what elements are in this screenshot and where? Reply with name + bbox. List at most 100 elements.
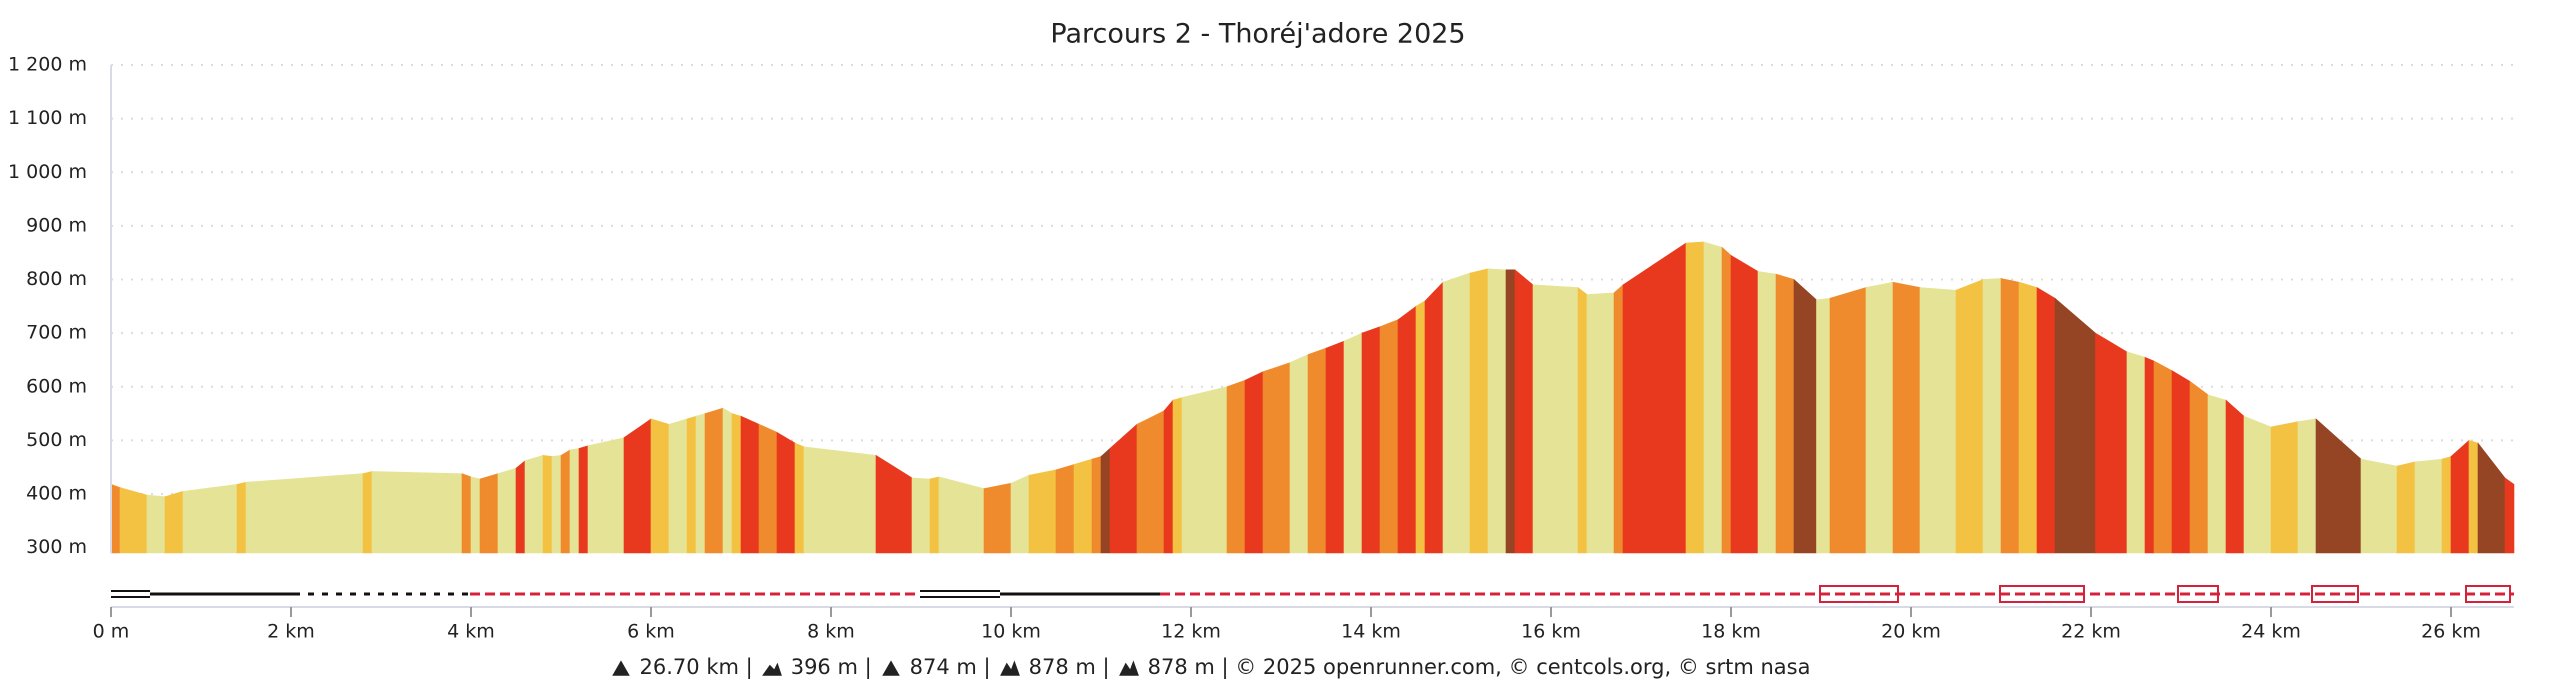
elevation-slice bbox=[758, 423, 778, 554]
elevation-slice bbox=[1343, 332, 1363, 554]
elevation-slice bbox=[1487, 268, 1507, 554]
elevation-slice bbox=[2477, 442, 2506, 554]
elevation-slice bbox=[1226, 379, 1246, 554]
elevation-slice bbox=[479, 473, 499, 554]
elevation-slice bbox=[1469, 268, 1489, 554]
elevation-slice bbox=[668, 418, 688, 554]
elevation-slice bbox=[2441, 456, 2452, 554]
elevation-slice bbox=[1010, 474, 1030, 554]
elevation-slice bbox=[1775, 273, 1795, 554]
elevation-slice bbox=[1397, 305, 1417, 554]
elevation-slice bbox=[2504, 477, 2515, 554]
elevation-slice bbox=[1816, 297, 1831, 554]
x-tick-label: 2 km bbox=[267, 621, 315, 643]
x-tick-label: 12 km bbox=[1161, 621, 1221, 643]
elevation-slice bbox=[551, 455, 562, 554]
elevation-slice bbox=[1244, 371, 1264, 554]
elevation-slice bbox=[1793, 278, 1817, 554]
y-tick-label: 400 m bbox=[26, 483, 87, 505]
icon-distance bbox=[611, 660, 630, 676]
elevation-slice bbox=[497, 467, 517, 554]
elevation-slice bbox=[1919, 287, 1957, 554]
elevation-slice bbox=[2207, 394, 2227, 554]
elevation-slice bbox=[803, 446, 877, 554]
elevation-slice bbox=[983, 482, 1012, 554]
elevation-slice bbox=[1172, 397, 1183, 554]
x-tick-label: 18 km bbox=[1701, 621, 1761, 643]
elevation-slice bbox=[146, 494, 166, 554]
footer-item: 874 m | bbox=[909, 655, 991, 679]
surface-box bbox=[2465, 585, 2511, 603]
elevation-slice bbox=[245, 473, 364, 554]
elevation-slice bbox=[1109, 423, 1138, 554]
elevation-slice bbox=[2189, 380, 2209, 554]
elevation-slice bbox=[2450, 439, 2470, 554]
y-tick-label: 1 200 m bbox=[8, 54, 87, 76]
elevation-slice bbox=[794, 442, 805, 554]
elevation-slice bbox=[2414, 458, 2443, 554]
y-tick-label: 300 m bbox=[26, 536, 87, 558]
elevation-slice bbox=[1181, 386, 1228, 554]
elevation-slice bbox=[1613, 284, 1624, 554]
elevation-slice bbox=[1163, 399, 1174, 554]
elevation-slice bbox=[578, 445, 589, 554]
elevation-slice bbox=[1703, 241, 1723, 554]
surface-box bbox=[1819, 585, 1899, 603]
elevation-slice bbox=[2018, 281, 2038, 554]
elevation-slice bbox=[164, 490, 184, 554]
x-tick-label: 26 km bbox=[2421, 621, 2481, 643]
y-tick-label: 800 m bbox=[26, 268, 87, 290]
elevation-slice bbox=[515, 460, 526, 554]
elevation-slice bbox=[119, 487, 148, 554]
x-tick-label: 14 km bbox=[1341, 621, 1401, 643]
elevation-slice bbox=[740, 415, 760, 554]
elevation-slice bbox=[1055, 464, 1075, 554]
y-tick-label: 1 100 m bbox=[8, 107, 87, 129]
elevation-slice bbox=[1325, 340, 1345, 554]
elevation-slice bbox=[1361, 326, 1381, 554]
elevation-slice bbox=[1514, 269, 1534, 554]
x-tick-label: 6 km bbox=[627, 621, 675, 643]
elevation-slice bbox=[1136, 410, 1165, 554]
x-tick-label: 22 km bbox=[2061, 621, 2121, 643]
elevation-slice bbox=[362, 471, 373, 554]
y-tick-label: 500 m bbox=[26, 429, 87, 451]
elevation-slice bbox=[2054, 297, 2096, 554]
icon-max-alt bbox=[1118, 660, 1139, 676]
elevation-slice bbox=[2315, 418, 2362, 554]
x-tick-label: 16 km bbox=[1521, 621, 1581, 643]
elevation-slice bbox=[695, 413, 706, 554]
elevation-slice bbox=[2095, 332, 2128, 554]
elevation-slice bbox=[1757, 271, 1777, 554]
elevation-slice bbox=[1307, 347, 1327, 554]
elevation-slice bbox=[1091, 456, 1102, 554]
elevation-slice bbox=[371, 471, 463, 554]
elevation-slice bbox=[461, 473, 472, 554]
elevation-slice bbox=[2270, 421, 2299, 554]
surface-box bbox=[1999, 585, 2085, 603]
icon-max bbox=[999, 660, 1020, 676]
elevation-slice bbox=[911, 477, 931, 554]
elevation-slice bbox=[875, 454, 913, 554]
footer-item: 878 m | bbox=[1028, 655, 1110, 679]
elevation-slice bbox=[1379, 319, 1399, 554]
x-tick-label: 20 km bbox=[1881, 621, 1941, 643]
elevation-slice bbox=[1982, 278, 2002, 554]
elevation-slice bbox=[1721, 246, 1732, 554]
elevation-slice bbox=[2297, 418, 2317, 554]
elevation-slice bbox=[2468, 439, 2479, 554]
elevation-slice bbox=[182, 484, 238, 554]
elevation-slice bbox=[1577, 286, 1588, 554]
elevation-slice bbox=[2360, 458, 2398, 554]
surface-box bbox=[2177, 585, 2219, 603]
elevation-slice bbox=[110, 483, 121, 554]
y-tick-label: 900 m bbox=[26, 214, 87, 236]
elevation-slice bbox=[236, 481, 247, 554]
y-tick-label: 1 000 m bbox=[8, 161, 87, 183]
x-tick-label: 10 km bbox=[981, 621, 1041, 643]
chart: Parcours 2 - Thoréj'adore 2025 300 m 400 … bbox=[8, 19, 2515, 643]
elevation-slice bbox=[1262, 362, 1291, 554]
elevation-slice bbox=[623, 418, 652, 554]
elevation-slice bbox=[1892, 281, 1921, 554]
